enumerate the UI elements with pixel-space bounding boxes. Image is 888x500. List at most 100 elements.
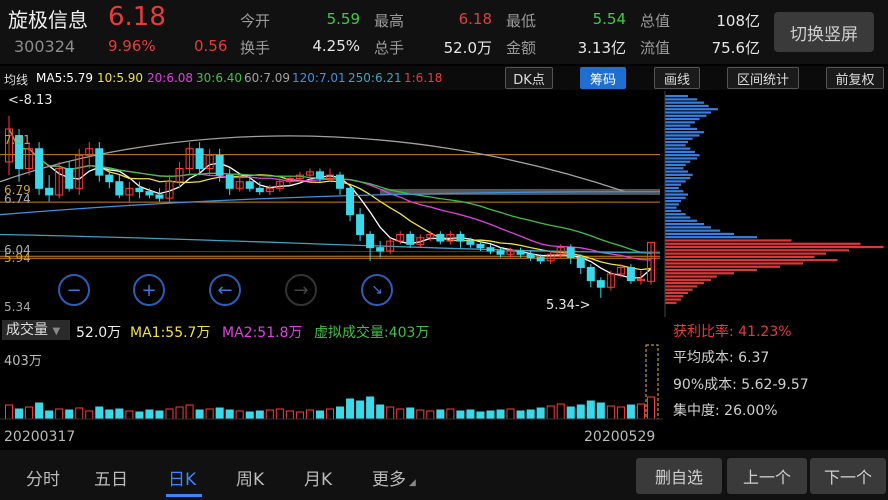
volume-indicator-select[interactable]: 成交量 ▼ <box>2 320 70 340</box>
scroll-left-button[interactable]: ← <box>209 274 241 306</box>
kline-chart[interactable] <box>0 91 888 317</box>
tab-more[interactable]: 更多 ◢ <box>372 465 416 490</box>
candle-body <box>265 187 274 193</box>
chip-bar <box>665 200 682 203</box>
chip-bar <box>665 222 705 226</box>
chip-bar <box>665 137 693 140</box>
quote-value-low: 5.54 <box>592 10 626 28</box>
end-date: 20200529 <box>584 429 656 445</box>
expand-icon[interactable]: ↘ <box>361 274 393 306</box>
volume-bar <box>275 408 284 420</box>
chip-bar <box>665 301 677 304</box>
volume-bar <box>386 406 395 420</box>
volume-bar <box>556 403 565 420</box>
volume-bar <box>205 408 214 420</box>
scroll-right-button[interactable]: → <box>285 274 317 306</box>
chip-button[interactable]: 筹码 <box>580 67 626 89</box>
candle-body <box>75 154 84 189</box>
low-price-annotation: 5.34-> <box>546 298 591 313</box>
volume-bar <box>496 409 505 420</box>
chip-bar <box>665 249 849 252</box>
candle-body <box>546 253 555 262</box>
volume-bar <box>506 408 515 420</box>
chip-bar <box>665 167 684 170</box>
candle-body <box>396 233 405 242</box>
candle-body <box>225 174 234 189</box>
candle-body <box>295 174 304 179</box>
candle-body <box>466 240 475 245</box>
volume-bar <box>115 408 124 420</box>
chip-bar <box>665 190 684 193</box>
chip-bar <box>665 144 686 147</box>
candle-body <box>416 237 425 245</box>
candle-body <box>346 187 355 216</box>
range-stats-button[interactable]: 区间统计 <box>727 67 799 89</box>
chip-bar <box>665 170 688 173</box>
candle-body <box>506 250 515 255</box>
remove-watchlist-button[interactable]: 删自选 <box>636 458 722 494</box>
ma-item: 250:6.21 <box>348 71 402 85</box>
volume-bar <box>185 404 194 420</box>
dropdown-icon: ▼ <box>52 326 61 337</box>
zoom-in-button[interactable]: + <box>133 274 165 306</box>
quote-label-turnover: 换手 <box>240 39 271 57</box>
chip-bar <box>665 275 717 278</box>
chip-bar <box>665 282 705 285</box>
candle-body <box>35 148 44 189</box>
ma60-line <box>0 135 626 193</box>
ma-item: MA5:5.79 <box>36 71 93 85</box>
switch-portrait-button[interactable]: 切换竖屏 <box>774 12 874 52</box>
candle-body <box>606 273 615 288</box>
volume-bar <box>285 410 294 420</box>
candle-body <box>536 257 545 262</box>
volume-scale: 403万 <box>4 354 42 369</box>
ma-label: 均线 <box>4 73 29 87</box>
tab-daily-k[interactable]: 日K <box>168 470 197 490</box>
volume-bar <box>235 410 244 420</box>
chip-bar <box>665 226 711 229</box>
chip-bar <box>665 114 707 117</box>
candle-body <box>285 177 294 183</box>
candle-body <box>5 128 14 163</box>
quote-value-float-value: 75.6亿 <box>711 39 760 57</box>
volume-bar <box>576 404 585 420</box>
active-tab-indicator <box>166 494 202 497</box>
volume-bar <box>406 407 415 420</box>
tab-five-day[interactable]: 五日 <box>94 470 128 490</box>
chip-bar <box>665 236 757 239</box>
volume-bar <box>15 408 24 420</box>
tab-intraday[interactable]: 分时 <box>26 470 60 490</box>
next-stock-button[interactable]: 下一个 <box>810 458 886 494</box>
candle-body <box>45 187 54 196</box>
price-axis-label: 6.74 <box>4 192 31 206</box>
candle-body <box>275 181 284 189</box>
chip-bar <box>665 288 693 291</box>
quote-label-high: 最高 <box>374 12 405 30</box>
previous-stock-button[interactable]: 上一个 <box>727 458 807 494</box>
chip-bar <box>665 291 688 295</box>
zoom-out-button[interactable]: − <box>58 274 90 306</box>
candle-body <box>486 247 495 252</box>
volume-chart[interactable] <box>0 343 663 423</box>
dk-point-button[interactable]: DK点 <box>505 67 553 89</box>
tab-monthly-k[interactable]: 月K <box>304 470 333 490</box>
candle-body <box>245 181 254 189</box>
candle-body <box>175 168 184 183</box>
volume-bar <box>616 406 625 420</box>
volume-bar <box>356 400 365 420</box>
quote-label-low: 最低 <box>506 12 537 30</box>
candle-body <box>55 168 64 196</box>
volume-tag-label: 成交量 <box>6 322 48 338</box>
price-axis-label: 5.34 <box>4 300 31 314</box>
chip-bar <box>665 255 815 258</box>
candle-body <box>456 233 465 242</box>
volume-bar <box>55 408 64 420</box>
forward-adjust-button[interactable]: 前复权 <box>826 67 884 89</box>
candle-body <box>305 171 314 176</box>
chip-bar <box>665 206 677 209</box>
tab-weekly-k[interactable]: 周K <box>236 470 265 490</box>
candle-body <box>125 187 134 196</box>
candle-body <box>526 253 535 259</box>
price-top-label: <-8.13 <box>8 93 53 108</box>
draw-line-button[interactable]: 画线 <box>654 67 700 89</box>
